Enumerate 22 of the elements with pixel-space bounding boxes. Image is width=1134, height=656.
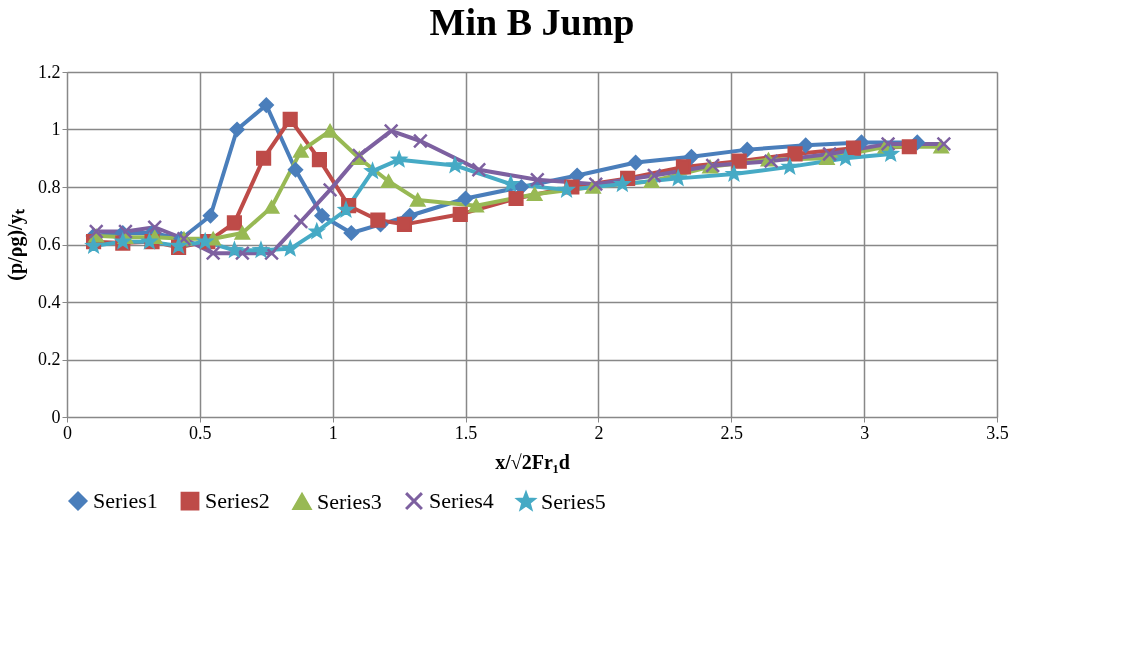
y-tick-label: 0.4 [38,291,61,312]
legend-label: Series3 [317,488,382,514]
y-axis-title: (p/ρg)/yₜ [4,209,27,281]
x-tick-label: 1 [328,422,338,443]
x-tick-label: 0.5 [189,422,212,443]
y-tick-label: 1 [51,119,61,139]
chart-title: Min B Jump [429,1,635,43]
legend-label: Series5 [541,488,606,514]
legend-label: Series2 [205,488,270,514]
y-tick-label: 0.8 [38,176,61,197]
y-tick-label: 0.6 [38,234,61,254]
x-axis-title: x/√2Fr₁d [495,450,570,473]
x-tick-label: 3 [860,422,870,443]
x-tick-label: 1.5 [454,422,478,443]
y-tick-label: 0 [51,406,61,427]
x-tick-label: 3.5 [986,422,1009,443]
legend-label: Series4 [429,488,494,514]
legend-label: Series1 [93,488,158,514]
x-tick-label: 2.5 [720,422,744,443]
y-tick-label: 0.2 [38,349,61,369]
y-tick-label: 1.2 [38,61,61,82]
x-tick-label: 2 [594,422,604,443]
